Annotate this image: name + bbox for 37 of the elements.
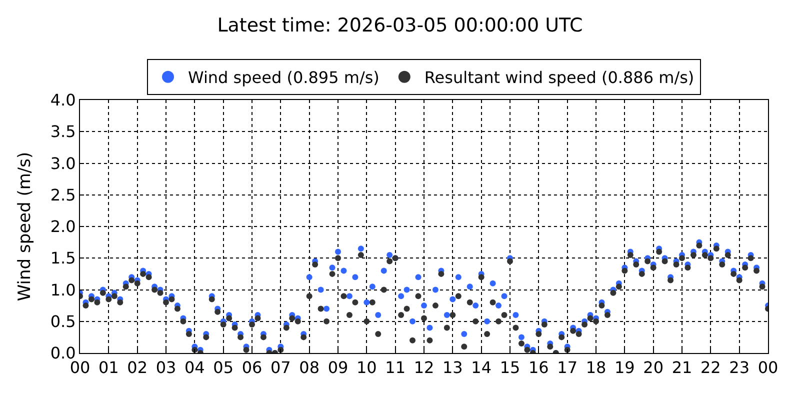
y-tick-label: 0.5 (50, 312, 76, 331)
x-tick-label: 00 (758, 358, 778, 378)
x-tick-label: 00 (70, 358, 90, 378)
legend-label: Resultant wind speed (0.886 m/s) (424, 68, 694, 88)
x-tick-label: 20 (643, 358, 664, 378)
x-tick-label: 05 (213, 358, 234, 378)
x-tick-label: 19 (614, 358, 635, 378)
y-axis-title: Wind speed (m/s) (14, 152, 35, 302)
x-tick-label: 10 (356, 358, 377, 378)
x-tick-label: 08 (299, 358, 320, 378)
x-tick-label: 01 (98, 358, 119, 378)
x-tick-label: 21 (672, 358, 692, 378)
x-tick-label: 23 (729, 358, 750, 378)
x-tick-label: 06 (242, 358, 262, 378)
chart-title: Latest time: 2026-03-05 00:00:00 UTC (217, 14, 583, 36)
x-tick-label: 11 (385, 358, 406, 378)
x-tick-label: 07 (270, 358, 291, 378)
y-tick-label: 1.0 (50, 280, 76, 300)
x-tick-label: 14 (471, 358, 492, 378)
x-tick-label: 16 (528, 358, 549, 378)
legend-label: Wind speed (0.895 m/s) (188, 68, 380, 88)
y-tick-label: 1.5 (50, 248, 76, 268)
y-tick-label: 2.5 (50, 185, 76, 204)
y-tick-label: 3.5 (50, 122, 76, 142)
y-tick-label: 3.0 (50, 154, 76, 173)
x-tick-label: 13 (442, 358, 463, 378)
x-tick-label: 18 (586, 358, 606, 378)
x-tick-label: 09 (328, 358, 348, 378)
x-tick-label: 12 (414, 358, 434, 378)
x-tick-label: 17 (557, 358, 578, 378)
x-tick-label: 04 (184, 358, 205, 378)
x-tick-label: 22 (700, 358, 721, 378)
y-tick-label: 4.0 (50, 90, 76, 110)
x-tick-label: 03 (156, 358, 176, 378)
y-tick-label: 2.0 (50, 217, 76, 236)
x-tick-label: 15 (500, 358, 520, 378)
x-tick-label: 02 (127, 358, 148, 378)
